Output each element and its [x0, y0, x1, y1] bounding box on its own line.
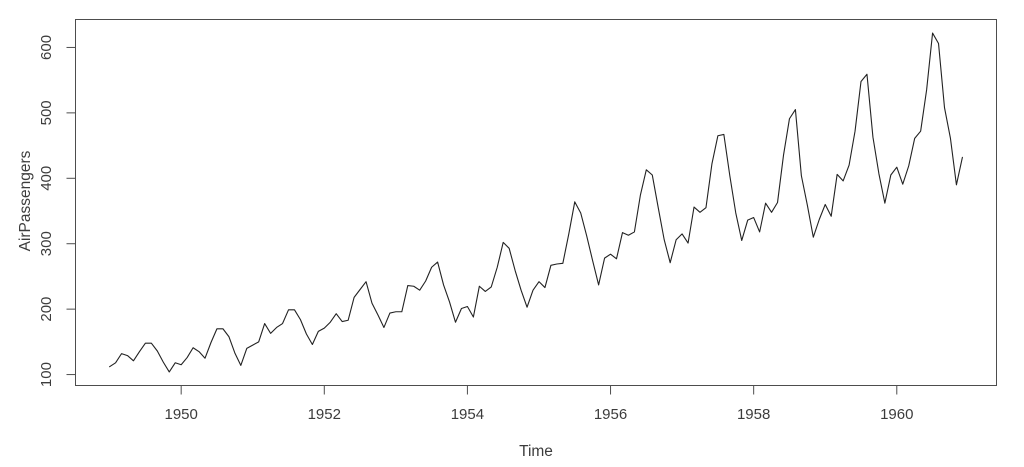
airpassengers-series-line: [109, 32, 963, 373]
plot-frame: [75, 19, 997, 386]
x-tick-label: 1950: [164, 406, 197, 423]
x-tick-label: 1958: [737, 406, 770, 423]
y-axis-title: AirPassengers: [17, 150, 34, 251]
y-tick-label: 200: [38, 297, 55, 322]
x-tick-label: 1954: [451, 406, 484, 423]
y-tick-label: 300: [38, 231, 55, 256]
y-tick-label: 100: [38, 362, 55, 387]
plot-layer: 1950 1952 1954 1956 1958 1960 100 200 300 400 500 6…: [38, 19, 997, 423]
x-tick-label: 1960: [880, 406, 913, 423]
x-axis-title: Time: [519, 443, 553, 460]
x-tick-label: 1956: [594, 406, 627, 423]
y-tick-label: 600: [38, 35, 55, 60]
y-tick-label: 500: [38, 100, 55, 125]
x-tick-label: 1952: [308, 406, 341, 423]
y-tick-label: 400: [38, 166, 55, 191]
